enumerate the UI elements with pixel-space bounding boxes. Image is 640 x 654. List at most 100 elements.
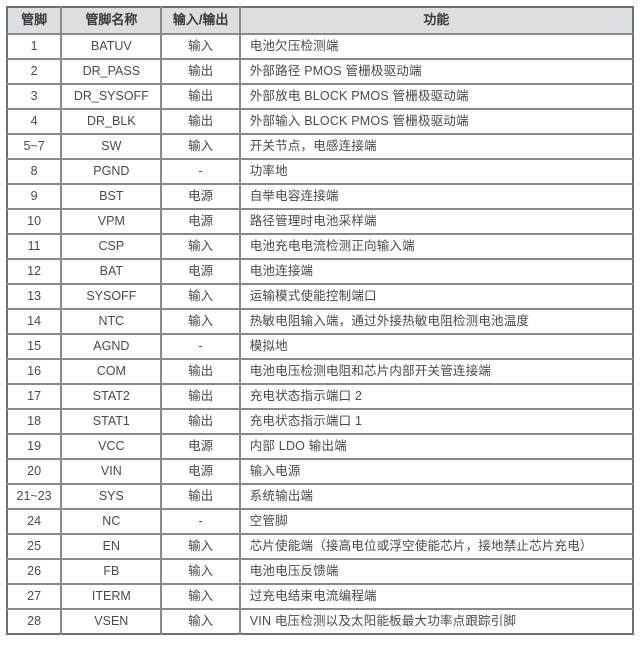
column-header-io: 输入/输出 <box>160 6 241 35</box>
cell-function: 过充电结束电流编程端 <box>239 583 634 610</box>
table-row: 13 SYSOFF 输入 运输模式使能控制端口 <box>6 283 634 310</box>
cell-io-type: - <box>160 158 241 185</box>
cell-pin-number: 13 <box>6 283 63 310</box>
cell-pin-name: VIN <box>60 458 163 485</box>
cell-pin-number: 5~7 <box>6 133 63 160</box>
cell-function: 运输模式使能控制端口 <box>239 283 634 310</box>
cell-pin-name: SYSOFF <box>60 283 163 310</box>
table-row: 12 BAT 电源 电池连接端 <box>6 258 634 285</box>
cell-function: 电池电压反馈端 <box>239 558 634 585</box>
table-row: 19 VCC 电源 内部 LDO 输出端 <box>6 433 634 460</box>
cell-function: 芯片使能端（接高电位或浮空使能芯片，接地禁止芯片充电） <box>239 533 634 560</box>
cell-pin-number: 24 <box>6 508 63 535</box>
table-row: 1 BATUV 输入 电池欠压检测端 <box>6 33 634 60</box>
cell-pin-number: 16 <box>6 358 63 385</box>
cell-pin-number: 8 <box>6 158 63 185</box>
cell-function: 空管脚 <box>239 508 634 535</box>
cell-pin-number: 11 <box>6 233 63 260</box>
cell-io-type: 输入 <box>160 133 241 160</box>
cell-io-type: 输入 <box>160 583 241 610</box>
cell-io-type: 输出 <box>160 408 241 435</box>
table-row: 3 DR_SYSOFF 输出 外部放电 BLOCK PMOS 管栅极驱动端 <box>6 83 634 110</box>
table-row: 4 DR_BLK 输出 外部输入 BLOCK PMOS 管栅极驱动端 <box>6 108 634 135</box>
table-row: 26 FB 输入 电池电压反馈端 <box>6 558 634 585</box>
pin-description-table: 管脚 管脚名称 输入/输出 功能 1 BATUV 输入 电池欠压检测端 2 DR_PASS… <box>6 6 634 635</box>
cell-pin-name: BST <box>60 183 163 210</box>
cell-io-type: 输入 <box>160 608 241 635</box>
cell-io-type: 输出 <box>160 83 241 110</box>
cell-pin-name: BATUV <box>60 33 163 60</box>
cell-io-type: 输入 <box>160 533 241 560</box>
cell-io-type: 输出 <box>160 358 241 385</box>
table-row: 11 CSP 输入 电池充电电流检测正向输入端 <box>6 233 634 260</box>
cell-function: 内部 LDO 输出端 <box>239 433 634 460</box>
cell-io-type: 输入 <box>160 233 241 260</box>
cell-pin-name: COM <box>60 358 163 385</box>
table-row: 5~7 SW 输入 开关节点，电感连接端 <box>6 133 634 160</box>
cell-io-type: 输出 <box>160 58 241 85</box>
cell-pin-number: 19 <box>6 433 63 460</box>
cell-function: 开关节点，电感连接端 <box>239 133 634 160</box>
cell-pin-name: VPM <box>60 208 163 235</box>
cell-pin-number: 25 <box>6 533 63 560</box>
cell-pin-number: 18 <box>6 408 63 435</box>
column-header-pin-name: 管脚名称 <box>60 6 163 35</box>
cell-pin-name: NC <box>60 508 163 535</box>
cell-pin-name: AGND <box>60 333 163 360</box>
cell-pin-name: DR_BLK <box>60 108 163 135</box>
table-row: 15 AGND - 模拟地 <box>6 333 634 360</box>
cell-function: 模拟地 <box>239 333 634 360</box>
cell-pin-name: SW <box>60 133 163 160</box>
column-header-pin: 管脚 <box>6 6 63 35</box>
cell-function: 功率地 <box>239 158 634 185</box>
table-row: 18 STAT1 输出 充电状态指示端口 1 <box>6 408 634 435</box>
table-row: 9 BST 电源 自举电容连接端 <box>6 183 634 210</box>
cell-io-type: 输出 <box>160 383 241 410</box>
cell-pin-name: VSEN <box>60 608 163 635</box>
cell-pin-name: STAT2 <box>60 383 163 410</box>
cell-io-type: 输入 <box>160 283 241 310</box>
column-header-function: 功能 <box>239 6 634 35</box>
cell-io-type: 输入 <box>160 308 241 335</box>
cell-pin-name: EN <box>60 533 163 560</box>
cell-function: 输入电源 <box>239 458 634 485</box>
cell-pin-name: FB <box>60 558 163 585</box>
cell-pin-number: 10 <box>6 208 63 235</box>
table-row: 20 VIN 电源 输入电源 <box>6 458 634 485</box>
cell-function: 外部放电 BLOCK PMOS 管栅极驱动端 <box>239 83 634 110</box>
cell-pin-name: CSP <box>60 233 163 260</box>
cell-io-type: 输出 <box>160 108 241 135</box>
cell-function: 充电状态指示端口 2 <box>239 383 634 410</box>
cell-pin-name: BAT <box>60 258 163 285</box>
cell-io-type: 电源 <box>160 183 241 210</box>
pin-description-table-container: 管脚 管脚名称 输入/输出 功能 1 BATUV 输入 电池欠压检测端 2 DR_PASS… <box>6 6 634 642</box>
table-row: 25 EN 输入 芯片使能端（接高电位或浮空使能芯片，接地禁止芯片充电） <box>6 533 634 560</box>
table-body: 1 BATUV 输入 电池欠压检测端 2 DR_PASS 输出 外部路径 PMOS 管栅极驱动… <box>6 33 634 635</box>
table-header: 管脚 管脚名称 输入/输出 功能 <box>6 6 634 35</box>
cell-function: 外部输入 BLOCK PMOS 管栅极驱动端 <box>239 108 634 135</box>
cell-pin-number: 20 <box>6 458 63 485</box>
table-row: 21~23 SYS 输出 系统输出端 <box>6 483 634 510</box>
cell-function: 充电状态指示端口 1 <box>239 408 634 435</box>
cell-pin-name: STAT1 <box>60 408 163 435</box>
cell-function: 电池欠压检测端 <box>239 33 634 60</box>
cell-io-type: 电源 <box>160 208 241 235</box>
cell-pin-number: 17 <box>6 383 63 410</box>
cell-function: 热敏电阻输入端，通过外接热敏电阻检测电池温度 <box>239 308 634 335</box>
cell-pin-name: NTC <box>60 308 163 335</box>
cell-pin-number: 4 <box>6 108 63 135</box>
cell-io-type: 输出 <box>160 483 241 510</box>
cell-function: 电池充电电流检测正向输入端 <box>239 233 634 260</box>
cell-function: 系统输出端 <box>239 483 634 510</box>
table-row: 16 COM 输出 电池电压检测电阻和芯片内部开关管连接端 <box>6 358 634 385</box>
cell-pin-number: 9 <box>6 183 63 210</box>
table-row: 8 PGND - 功率地 <box>6 158 634 185</box>
table-row: 24 NC - 空管脚 <box>6 508 634 535</box>
cell-io-type: - <box>160 333 241 360</box>
cell-io-type: 输入 <box>160 558 241 585</box>
cell-pin-number: 27 <box>6 583 63 610</box>
table-header-row: 管脚 管脚名称 输入/输出 功能 <box>6 6 634 35</box>
cell-function: 路径管理时电池采样端 <box>239 208 634 235</box>
cell-function: 电池电压检测电阻和芯片内部开关管连接端 <box>239 358 634 385</box>
cell-pin-number: 3 <box>6 83 63 110</box>
